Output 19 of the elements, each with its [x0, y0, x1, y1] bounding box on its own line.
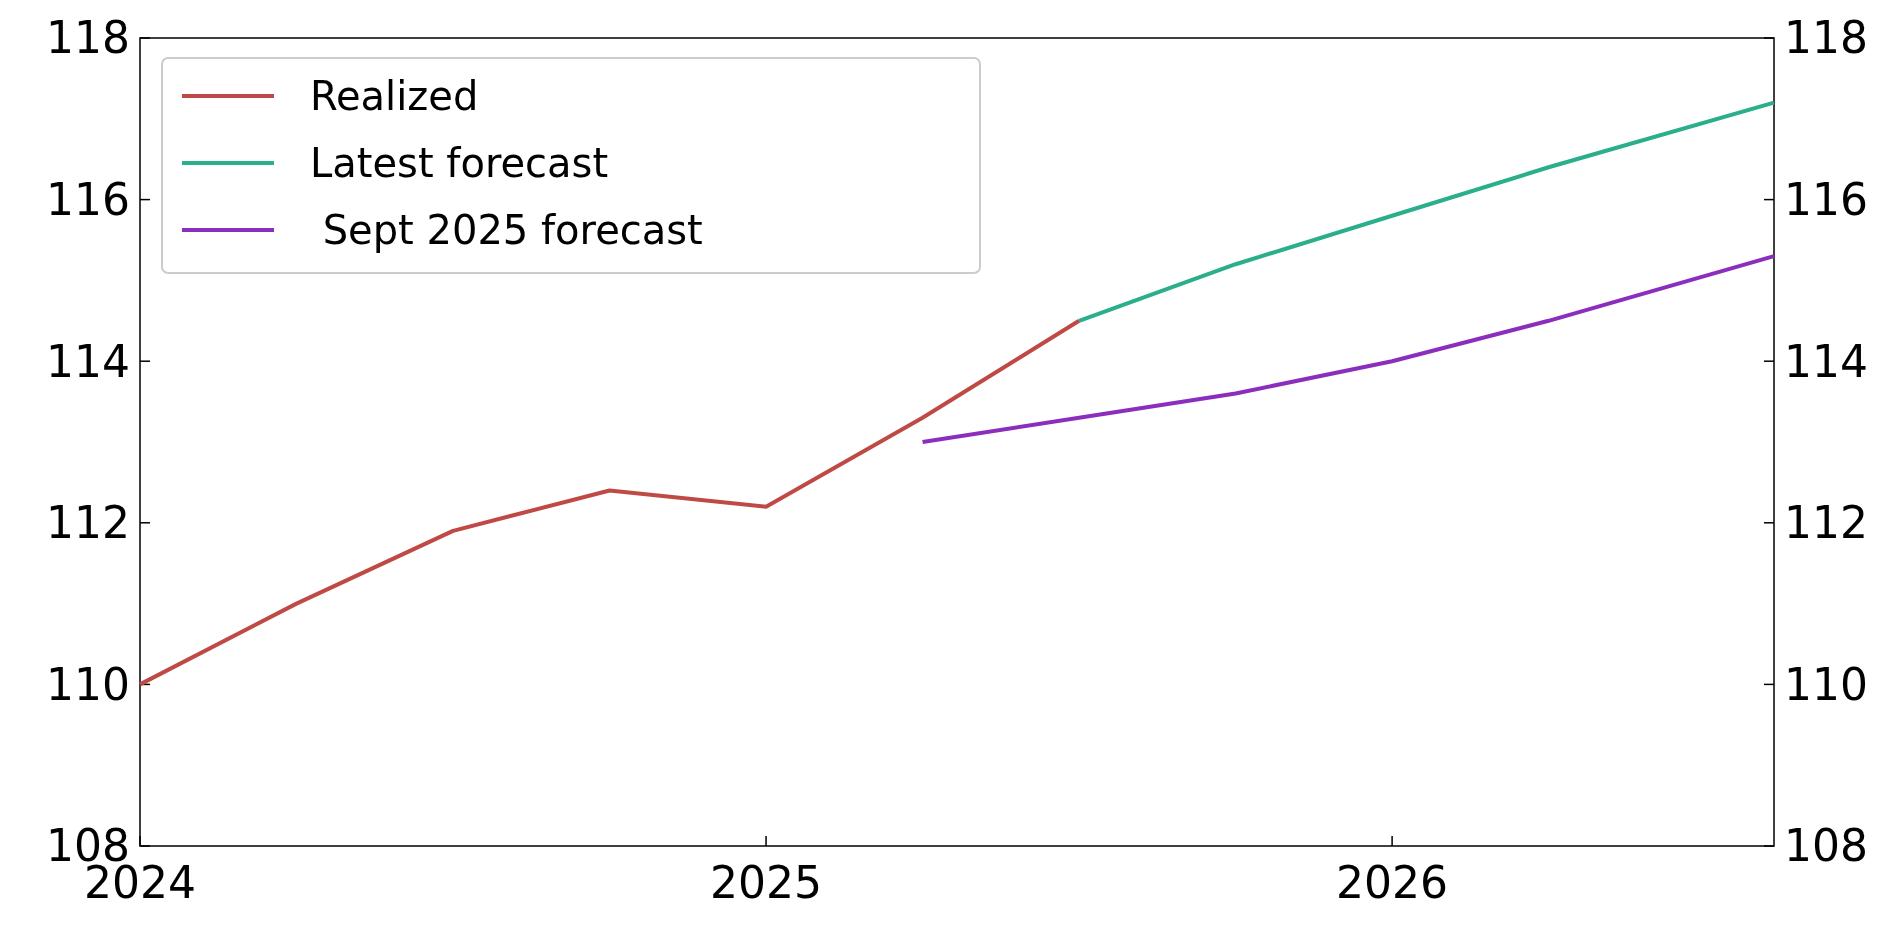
x-tick-label: 2025 [710, 857, 823, 908]
y-tick-label: 114 [46, 335, 130, 387]
y2-tick-label: 116 [1784, 174, 1868, 225]
legend-label: Latest forecast [310, 140, 609, 186]
y2-tick-label: 114 [1784, 335, 1868, 387]
y-tick-label: 112 [46, 497, 130, 549]
y2-tick-label: 110 [1784, 658, 1868, 710]
legend-label: Sept 2025 forecast [310, 207, 703, 253]
line-series [920, 254, 1776, 444]
y-tick-label: 116 [46, 174, 130, 225]
y-tick-label: 110 [46, 658, 130, 710]
y-tick-label: 118 [46, 12, 130, 64]
x-tick-label: 2026 [1336, 857, 1449, 908]
y2-tick-label: 112 [1784, 497, 1868, 549]
y2-tick-label: 108 [1784, 820, 1868, 872]
y2-tick-label: 118 [1784, 12, 1868, 64]
line-series [138, 318, 1082, 687]
line-series [1077, 100, 1776, 323]
legend-label: Realized [310, 73, 479, 119]
